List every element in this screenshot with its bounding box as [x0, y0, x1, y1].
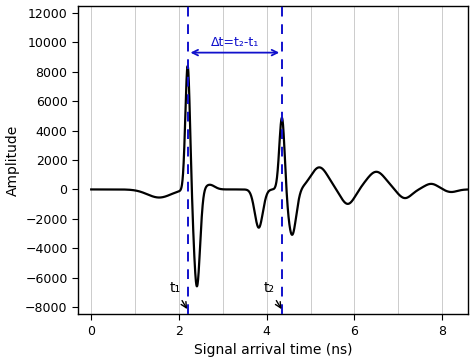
Text: t₂: t₂ [264, 281, 281, 308]
Y-axis label: Amplitude: Amplitude [6, 125, 19, 196]
Text: Δt=t₂-t₁: Δt=t₂-t₁ [211, 36, 259, 49]
Text: t₁: t₁ [169, 281, 186, 308]
X-axis label: Signal arrival time (ns): Signal arrival time (ns) [194, 343, 353, 358]
